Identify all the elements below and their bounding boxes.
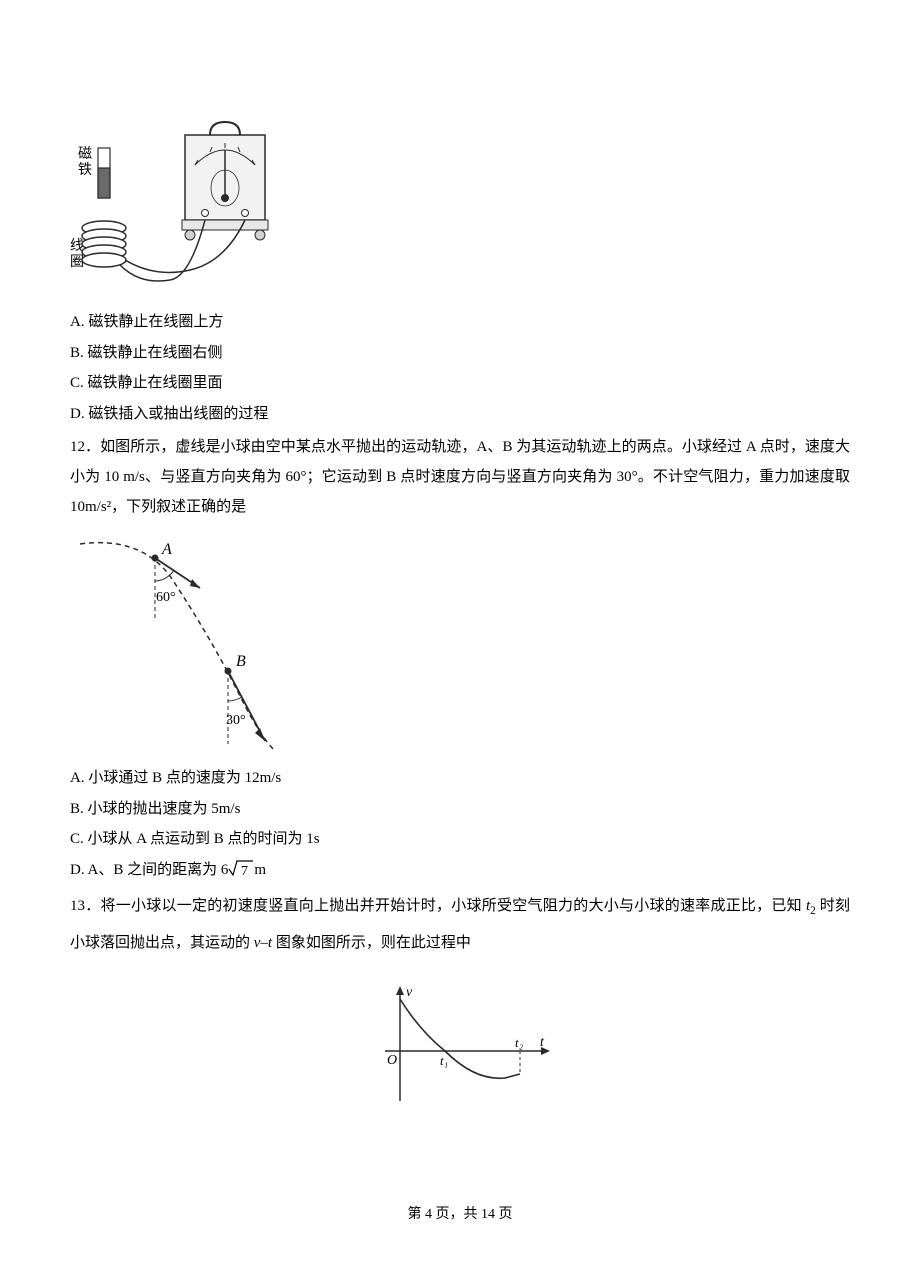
page-footer: 第 4 页，共 14 页 <box>0 1203 920 1223</box>
page: 磁 铁 线 圈 A. 磁铁静止在线圈上方 B. 磁铁静止在线圈右侧 C. 磁铁静… <box>0 0 920 1273</box>
q12-option-c: C. 小球从 A 点运动到 B 点的时间为 1s <box>70 825 850 854</box>
q12-figure: A 60° B 30° <box>70 526 850 756</box>
q13-ylabel: v <box>406 985 413 1000</box>
q12-angle-a: 60° <box>156 590 176 605</box>
magnet-label-text: 磁 <box>78 146 92 162</box>
q13-suffix: 图象如图所示，则在此过程中 <box>272 935 471 951</box>
q13-t2: t₂ <box>515 1035 524 1050</box>
sqrt-icon: 7 <box>228 856 254 885</box>
q12-label-b: B <box>236 653 246 670</box>
q12-option-d: D. A、B 之间的距离为 6 7m <box>70 856 850 885</box>
q11-option-d: D. 磁铁插入或抽出线圈的过程 <box>70 400 850 429</box>
q12-svg: A 60° B 30° <box>70 526 300 756</box>
q12-d-prefix: D. A、B 之间的距离为 6 <box>70 862 228 878</box>
q12-option-a: A. 小球通过 B 点的速度为 12m/s <box>70 764 850 793</box>
q12-label-a: A <box>161 541 172 558</box>
q13-xlabel: t <box>540 1035 545 1050</box>
q13-t1: t₁ <box>440 1053 448 1068</box>
q13-figure-wrap: v t O t₁ t₂ <box>70 981 850 1116</box>
q11-option-c: C. 磁铁静止在线圈里面 <box>70 369 850 398</box>
svg-text:铁: 铁 <box>78 162 92 178</box>
q12-d-suffix: m <box>254 862 266 878</box>
q12-angle-b: 30° <box>226 713 246 728</box>
svg-text:7: 7 <box>241 864 248 878</box>
q13-origin: O <box>387 1053 397 1068</box>
q13-svg: v t O t₁ t₂ <box>365 981 555 1111</box>
q13-body: 13．将一小球以一定的初速度竖直向上抛出并开始计时，小球所受空气阻力的大小与小球… <box>70 888 850 961</box>
q11-figure: 磁 铁 线 圈 <box>70 110 850 300</box>
svg-text:圈: 圈 <box>70 255 84 270</box>
q12-option-b: B. 小球的抛出速度为 5m/s <box>70 795 850 824</box>
q11-option-a: A. 磁铁静止在线圈上方 <box>70 308 850 337</box>
q11-option-b: B. 磁铁静止在线圈右侧 <box>70 339 850 368</box>
q13-vt: v–t <box>254 935 272 951</box>
q13-prefix: 13．将一小球以一定的初速度竖直向上抛出并开始计时，小球所受空气阻力的大小与小球… <box>70 898 806 914</box>
q11-svg: 磁 铁 线 圈 <box>70 110 280 300</box>
q12-body: 12．如图所示，虚线是小球由空中某点水平抛出的运动轨迹，A、B 为其运动轨迹上的… <box>70 432 850 522</box>
